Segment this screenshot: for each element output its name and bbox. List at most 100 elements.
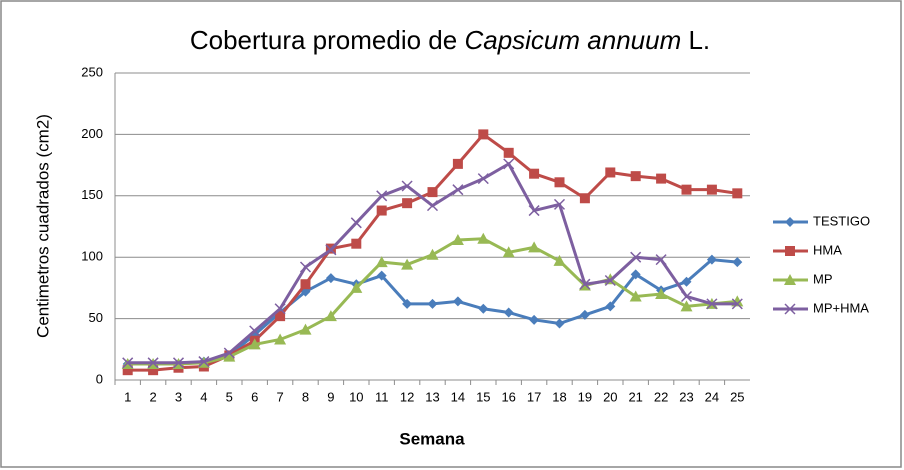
marker: [553, 198, 566, 210]
marker: [503, 147, 514, 158]
marker: [122, 365, 133, 376]
marker: [554, 177, 565, 188]
marker: [529, 168, 540, 179]
x-axis-label: Semana: [399, 429, 465, 448]
y-tick-label: 250: [81, 64, 103, 79]
marker: [148, 365, 159, 376]
marker: [451, 234, 464, 246]
marker: [605, 301, 616, 312]
marker: [784, 303, 796, 315]
x-tick-label: 7: [276, 389, 283, 404]
x-tick-label: 10: [349, 389, 363, 404]
marker: [680, 290, 693, 303]
marker: [630, 171, 641, 182]
x-tick-label: 1: [124, 389, 131, 404]
marker: [248, 338, 261, 350]
marker: [579, 309, 590, 320]
x-tick-label: 9: [327, 389, 334, 404]
x-tick-label: 19: [578, 389, 592, 404]
marker: [502, 246, 515, 258]
marker: [503, 307, 514, 318]
marker: [376, 205, 387, 216]
legend-label: TESTIGO: [813, 213, 870, 228]
x-tick-label: 6: [251, 389, 258, 404]
marker: [376, 190, 388, 202]
legend-label: HMA: [813, 242, 842, 257]
legend-label: MP: [813, 271, 833, 286]
marker: [553, 254, 566, 266]
x-tick-label: 21: [628, 389, 642, 404]
x-tick-label: 2: [149, 389, 156, 404]
marker: [604, 275, 616, 287]
x-tick-label: 25: [730, 389, 744, 404]
marker: [452, 158, 463, 169]
marker: [299, 261, 312, 273]
marker: [528, 241, 541, 253]
marker: [784, 274, 796, 285]
x-tick-label: 14: [451, 389, 465, 404]
y-tick-label: 200: [81, 126, 103, 141]
marker: [198, 356, 210, 368]
chart-title: Cobertura promedio de Capsicum annuum L.: [190, 25, 710, 55]
x-tick-label: 16: [501, 389, 515, 404]
marker: [427, 187, 438, 198]
marker: [706, 298, 718, 310]
marker: [401, 258, 414, 270]
x-tick-label: 17: [527, 389, 541, 404]
marker: [401, 180, 413, 192]
x-tick-label: 23: [679, 389, 693, 404]
marker: [402, 198, 413, 209]
marker: [630, 269, 641, 280]
marker: [478, 303, 489, 314]
marker: [375, 256, 388, 268]
marker: [681, 276, 692, 287]
x-tick-label: 5: [226, 389, 233, 404]
x-tick-label: 24: [705, 389, 719, 404]
x-tick-label: 13: [425, 389, 439, 404]
marker: [223, 347, 235, 359]
marker: [630, 251, 642, 263]
marker: [579, 193, 590, 204]
marker: [706, 254, 717, 265]
marker: [300, 279, 311, 290]
y-tick-label: 50: [89, 310, 103, 325]
marker: [529, 314, 540, 325]
marker: [528, 205, 540, 217]
marker: [274, 303, 286, 315]
marker: [274, 333, 287, 345]
marker: [325, 244, 337, 256]
x-tick-label: 22: [654, 389, 668, 404]
marker: [656, 173, 667, 184]
marker: [706, 184, 717, 195]
x-tick-label: 18: [552, 389, 566, 404]
marker: [478, 129, 489, 140]
marker: [732, 257, 743, 268]
marker: [376, 270, 387, 281]
marker: [503, 158, 515, 170]
marker: [402, 298, 413, 309]
marker: [785, 217, 795, 227]
title-part: Cobertura promedio de: [190, 25, 465, 55]
marker: [731, 298, 743, 310]
marker: [172, 357, 185, 369]
marker: [477, 173, 489, 185]
marker: [605, 167, 616, 178]
marker: [427, 298, 438, 309]
x-tick-label: 20: [603, 389, 617, 404]
marker: [223, 350, 236, 362]
marker: [325, 273, 336, 284]
marker: [275, 311, 286, 322]
marker: [732, 188, 743, 199]
marker: [554, 318, 565, 329]
marker: [350, 281, 363, 293]
marker: [579, 278, 591, 290]
marker: [350, 217, 362, 229]
y-tick-label: 100: [81, 249, 103, 264]
marker: [122, 357, 134, 369]
title-part: L.: [681, 25, 710, 55]
y-axis-label: Centimetros cuadrados (cm2): [33, 114, 52, 338]
marker: [477, 232, 490, 244]
legend-label: MP+HMA: [813, 300, 869, 315]
